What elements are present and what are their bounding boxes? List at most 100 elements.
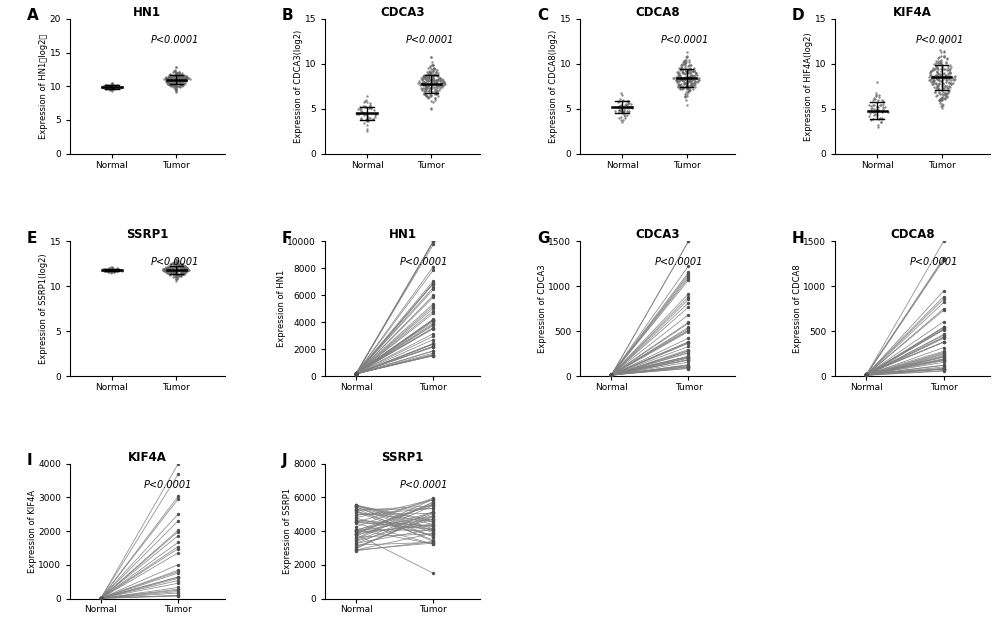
Point <box>936 343 952 353</box>
Point <box>677 74 693 84</box>
Point <box>680 271 696 281</box>
Point <box>936 337 952 347</box>
Point <box>423 74 439 84</box>
Point <box>425 331 441 341</box>
Point <box>940 72 956 83</box>
Point <box>106 266 122 277</box>
Point <box>425 527 441 537</box>
Point <box>865 95 881 105</box>
Point <box>941 65 957 75</box>
Point <box>940 83 956 93</box>
Point <box>173 268 189 278</box>
Point <box>866 110 882 120</box>
Point <box>614 89 630 100</box>
Point <box>929 63 945 73</box>
Point <box>936 329 952 340</box>
Point <box>93 593 109 603</box>
Point <box>356 108 372 118</box>
Point <box>936 349 952 359</box>
Point <box>425 517 441 527</box>
Point <box>680 82 696 92</box>
Point <box>934 38 950 48</box>
Point <box>174 68 190 78</box>
Point <box>425 292 441 302</box>
Point <box>680 362 696 372</box>
Point <box>671 69 687 79</box>
Point <box>410 78 426 88</box>
Point <box>170 256 186 266</box>
Point <box>681 81 697 91</box>
Point <box>680 60 696 71</box>
Point <box>672 71 688 81</box>
Point <box>939 72 955 83</box>
Point <box>158 73 174 83</box>
Point <box>106 84 122 94</box>
Point <box>675 83 691 93</box>
Point <box>170 527 186 537</box>
Point <box>176 265 192 275</box>
Point <box>620 96 636 106</box>
Point <box>93 593 109 604</box>
Point <box>429 65 445 75</box>
Point <box>936 366 952 376</box>
Point <box>669 73 685 83</box>
Point <box>348 369 364 379</box>
Point <box>168 257 184 267</box>
Point <box>359 117 375 127</box>
Point <box>870 102 886 112</box>
Point <box>430 91 446 101</box>
Point <box>420 81 436 91</box>
Point <box>348 506 364 516</box>
Point <box>425 308 441 318</box>
Point <box>165 265 181 275</box>
Point <box>603 370 619 380</box>
Point <box>921 72 937 82</box>
Point <box>170 77 186 87</box>
Point <box>159 265 175 275</box>
Point <box>932 58 948 68</box>
Point <box>158 73 174 83</box>
Point <box>425 493 441 503</box>
Point <box>418 85 434 95</box>
Point <box>945 77 961 88</box>
Point <box>672 72 688 82</box>
Point <box>169 72 185 83</box>
Point <box>112 83 128 93</box>
Point <box>429 71 445 81</box>
Point <box>670 67 686 77</box>
Point <box>685 66 701 76</box>
Point <box>169 79 185 89</box>
Point <box>357 96 373 106</box>
Point <box>936 332 952 342</box>
Point <box>158 74 174 84</box>
Point <box>169 72 185 83</box>
Point <box>680 65 696 75</box>
Text: P<0.0001: P<0.0001 <box>399 258 448 268</box>
Point <box>933 76 949 86</box>
Point <box>687 76 703 86</box>
Point <box>418 91 434 101</box>
Point <box>177 261 193 272</box>
Point <box>866 104 882 114</box>
Point <box>348 526 364 536</box>
Point <box>348 369 364 379</box>
Point <box>930 71 946 81</box>
Point <box>425 64 441 74</box>
Point <box>677 58 693 68</box>
Point <box>934 93 950 103</box>
Point <box>93 593 109 604</box>
Point <box>416 76 432 86</box>
Text: P<0.0001: P<0.0001 <box>916 35 964 45</box>
Point <box>415 83 431 93</box>
Point <box>426 70 442 80</box>
Point <box>418 74 434 84</box>
Point <box>933 93 949 103</box>
Point <box>875 96 891 106</box>
Point <box>603 370 619 381</box>
Point <box>348 525 364 535</box>
Point <box>861 100 877 110</box>
Point <box>162 261 178 271</box>
Point <box>168 255 184 265</box>
Point <box>157 265 173 275</box>
Point <box>180 265 196 275</box>
